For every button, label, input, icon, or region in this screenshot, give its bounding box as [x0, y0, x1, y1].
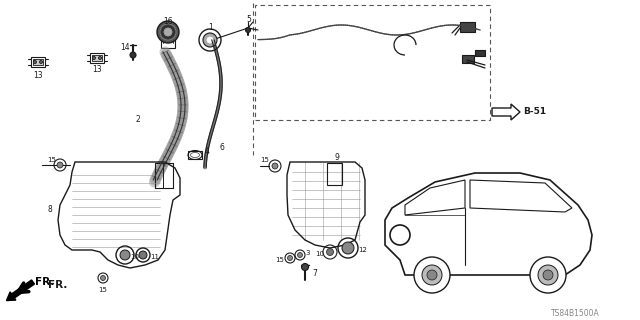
Circle shape: [538, 265, 558, 285]
Circle shape: [164, 28, 172, 36]
Circle shape: [160, 24, 176, 40]
Polygon shape: [492, 104, 520, 120]
Text: 15: 15: [47, 157, 56, 163]
Bar: [31, 57, 45, 67]
Bar: [155, 163, 173, 188]
Circle shape: [272, 163, 278, 169]
Bar: [92, 55, 102, 61]
Circle shape: [157, 21, 179, 43]
Bar: [90, 53, 104, 63]
Bar: [327, 163, 342, 185]
Circle shape: [530, 257, 566, 293]
Text: 14: 14: [120, 44, 130, 52]
Circle shape: [130, 52, 136, 58]
Text: 6: 6: [220, 143, 225, 153]
Text: 15: 15: [99, 287, 108, 293]
Text: 13: 13: [33, 70, 43, 79]
Text: FR.: FR.: [48, 280, 67, 290]
Text: TS84B1500A: TS84B1500A: [550, 308, 600, 317]
Bar: [161, 40, 175, 48]
Circle shape: [298, 252, 303, 258]
Circle shape: [99, 57, 102, 60]
Text: 5: 5: [246, 15, 252, 25]
Circle shape: [422, 265, 442, 285]
Text: 1: 1: [209, 22, 213, 31]
Text: 13: 13: [92, 66, 102, 75]
Circle shape: [93, 57, 95, 60]
Circle shape: [33, 60, 36, 63]
Text: 2: 2: [136, 116, 140, 124]
Circle shape: [120, 250, 130, 260]
Circle shape: [57, 162, 63, 168]
Text: 7: 7: [312, 269, 317, 278]
Text: 15: 15: [276, 257, 284, 263]
Circle shape: [246, 28, 250, 33]
Circle shape: [139, 251, 147, 259]
Bar: [475, 50, 485, 56]
Text: 10: 10: [316, 251, 324, 257]
Circle shape: [100, 276, 106, 281]
Text: B-51: B-51: [524, 108, 547, 116]
Text: 4: 4: [205, 148, 209, 156]
Text: FR.: FR.: [35, 277, 54, 287]
Text: 16: 16: [163, 17, 173, 26]
Circle shape: [40, 60, 42, 63]
FancyArrow shape: [6, 280, 35, 300]
Circle shape: [203, 33, 217, 47]
Text: 8: 8: [47, 205, 52, 214]
Circle shape: [414, 257, 450, 293]
Circle shape: [543, 270, 553, 280]
Circle shape: [301, 263, 308, 270]
Text: 15: 15: [260, 157, 269, 163]
Text: 9: 9: [335, 154, 339, 163]
Text: 12: 12: [358, 247, 367, 253]
Bar: [460, 22, 475, 32]
Circle shape: [326, 249, 333, 255]
Text: 11: 11: [150, 254, 159, 260]
Circle shape: [207, 37, 213, 43]
Bar: [462, 55, 474, 63]
Bar: [188, 151, 202, 159]
Circle shape: [342, 242, 354, 254]
Text: 10: 10: [131, 254, 140, 260]
Circle shape: [427, 270, 437, 280]
Bar: [255, 5, 490, 120]
Bar: [33, 59, 43, 65]
Circle shape: [287, 255, 292, 260]
Text: 3: 3: [306, 250, 310, 256]
